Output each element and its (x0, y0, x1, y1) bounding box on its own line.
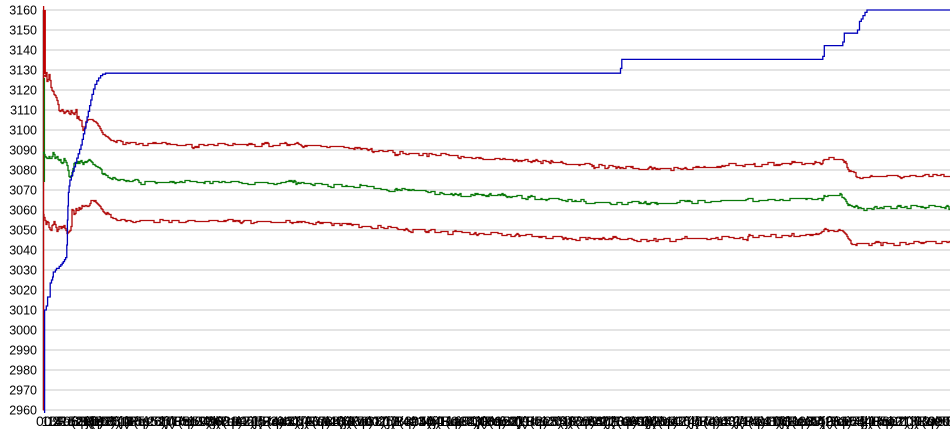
svg-text:18:42(qe4): 18:42(qe4) (798, 413, 866, 429)
svg-text:00:24(qe8): 00:24(qe8) (713, 413, 781, 429)
svg-text:12:36(qe2): 12:36(qe2) (187, 413, 255, 429)
svg-text:52Re56(t): 52Re56(t) (68, 413, 130, 429)
svg-text:3160: 3160 (9, 3, 37, 17)
svg-text:28Re44(t): 28Re44(t) (247, 413, 309, 429)
svg-text:3100: 3100 (9, 123, 37, 137)
svg-text:14a58j(B2): 14a58j(B2) (47, 413, 116, 429)
svg-text:52Re56(t): 52Re56(t) (942, 413, 950, 429)
svg-text:3030: 3030 (9, 263, 37, 277)
svg-text:09:15(qe5): 09:15(qe5) (232, 413, 300, 429)
svg-text:12:00(qe0): 12:00(qe0) (887, 413, 950, 429)
svg-text:21:39(qe3): 21:39(qe3) (53, 413, 121, 429)
svg-text:37Re41(t): 37Re41(t) (729, 413, 791, 429)
svg-text:34Re02(t): 34Re02(t) (857, 413, 919, 429)
svg-text:13Re29(t): 13Re29(t) (42, 413, 104, 429)
svg-text:02a22j(B8): 02a22j(B8) (569, 413, 638, 429)
svg-text:02a46j(B4): 02a46j(B4) (215, 413, 283, 429)
svg-text:21:03(qe1): 21:03(qe1) (756, 413, 824, 429)
svg-text:17a43j(B7): 17a43j(B7) (697, 413, 766, 429)
svg-text:15:09(qe3): 15:09(qe3) (495, 413, 563, 429)
svg-text:21:51(qe7): 21:51(qe7) (410, 413, 478, 429)
svg-text:3000: 3000 (9, 323, 37, 337)
svg-text:20a40j(B0): 20a40j(B0) (305, 413, 374, 429)
svg-text:25Re05(t): 25Re05(t) (378, 413, 440, 429)
svg-text:3060: 3060 (9, 203, 37, 217)
svg-text:09:39(qe3): 09:39(qe3) (927, 413, 950, 429)
svg-text:20a16j(B4): 20a16j(B4) (652, 413, 721, 429)
svg-text:11a25j(B5): 11a25j(B5) (82, 413, 149, 429)
svg-text:03:45(qe5): 03:45(qe5) (668, 413, 736, 429)
svg-text:16Re08(t): 16Re08(t) (772, 413, 834, 429)
svg-text:15:21(qe7): 15:21(qe7) (841, 413, 909, 429)
svg-text:04Re32(t): 04Re32(t) (426, 413, 488, 429)
svg-text:40Re20(t): 40Re20(t) (595, 413, 657, 429)
svg-text:14a34j(B6): 14a34j(B6) (394, 413, 463, 429)
svg-text:18:18(qe6): 18:18(qe6) (98, 413, 166, 429)
svg-text:3140: 3140 (9, 43, 37, 57)
svg-text:58Re14(t): 58Re14(t) (683, 413, 745, 429)
svg-text:00:12(qe4): 00:12(qe4) (364, 413, 432, 429)
svg-text:05a19j(B1): 05a19j(B1) (174, 413, 243, 429)
svg-text:05a31j(B9): 05a31j(B9) (872, 413, 941, 429)
svg-text:43Re59(t): 43Re59(t) (466, 413, 528, 429)
svg-text:49Re17(t): 49Re17(t) (201, 413, 263, 429)
svg-text:3040: 3040 (9, 243, 37, 257)
svg-text:08a04j(B6): 08a04j(B6) (826, 413, 895, 429)
svg-text:3050: 3050 (9, 223, 37, 237)
svg-text:22Re26(t): 22Re26(t) (510, 413, 572, 429)
svg-text:23a49j(B1): 23a49j(B1) (609, 413, 678, 429)
svg-text:05a55j(B5): 05a55j(B5) (526, 413, 595, 429)
svg-text:06:06(qe2): 06:06(qe2) (623, 413, 691, 429)
svg-text:31Re23(t): 31Re23(t) (114, 413, 176, 429)
svg-text:15:57(qe9): 15:57(qe9) (143, 413, 211, 429)
svg-text:14a10j(B0): 14a10j(B0) (743, 413, 812, 429)
svg-text:2960: 2960 (9, 403, 37, 417)
svg-text:12:48(qe6): 12:48(qe6) (540, 413, 608, 429)
svg-text:10Re50(t): 10Re50(t) (158, 413, 220, 429)
svg-text:08a52j(B8): 08a52j(B8) (127, 413, 196, 429)
svg-text:19Re47(t): 19Re47(t) (638, 413, 700, 429)
svg-text:3010: 3010 (9, 303, 37, 317)
svg-text:55Re35(t): 55Re35(t) (810, 413, 872, 429)
svg-text:3130: 3130 (9, 63, 37, 77)
svg-text:09:27(qe9): 09:27(qe9) (582, 413, 650, 429)
svg-text:02a58j(B2): 02a58j(B2) (914, 413, 950, 429)
svg-text:3110: 3110 (10, 103, 37, 117)
svg-text:2980: 2980 (9, 363, 37, 377)
svg-text:3080: 3080 (9, 163, 37, 177)
svg-text:01Re53(t): 01Re53(t) (554, 413, 616, 429)
svg-text:08a28j(B2): 08a28j(B2) (479, 413, 548, 429)
svg-text:3150: 3150 (9, 23, 37, 37)
svg-text:23a13j(B7): 23a13j(B7) (262, 413, 331, 429)
svg-text:2970: 2970 (9, 383, 37, 397)
svg-text:3120: 3120 (9, 83, 37, 97)
svg-text:06:54(qe8): 06:54(qe8) (277, 413, 345, 429)
svg-text:3020: 3020 (9, 283, 37, 297)
svg-text:00:00(qe0): 00:00(qe0) (36, 413, 104, 429)
svg-text:07Re11(t): 07Re11(t) (290, 413, 351, 429)
svg-text:2990: 2990 (9, 343, 37, 357)
svg-text:3070: 3070 (9, 183, 37, 197)
svg-text:17a07j(B3): 17a07j(B3) (348, 413, 417, 429)
svg-text:11a01j(B9): 11a01j(B9) (439, 413, 506, 429)
svg-text:18:30(qe0): 18:30(qe0) (454, 413, 522, 429)
svg-text:03:33(qe1): 03:33(qe1) (318, 413, 386, 429)
svg-text:11a37j(B3): 11a37j(B3) (785, 413, 852, 429)
svg-text:3090: 3090 (9, 143, 37, 157)
svg-text:13Re29(t): 13Re29(t) (901, 413, 950, 429)
svg-text:46Re38(t): 46Re38(t) (333, 413, 395, 429)
